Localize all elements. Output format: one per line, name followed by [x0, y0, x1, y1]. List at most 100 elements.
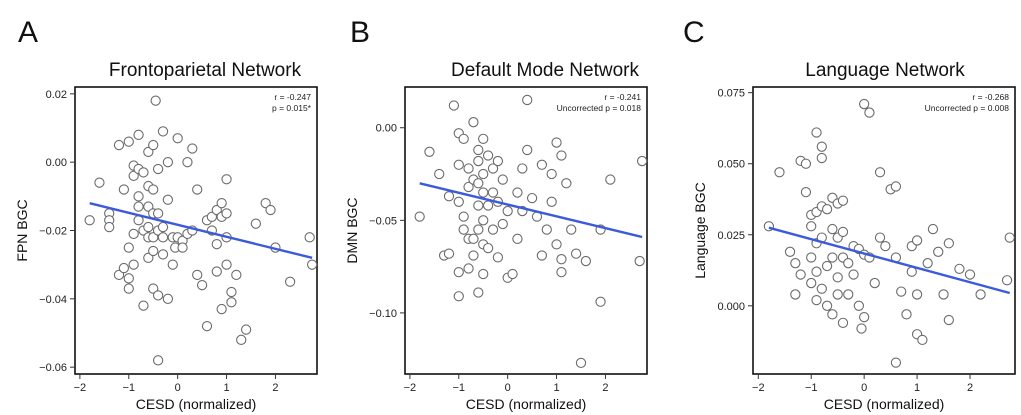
data-point	[911, 235, 923, 246]
data-point	[211, 266, 222, 277]
data-point	[526, 192, 538, 204]
data-point	[143, 201, 154, 212]
data-point	[240, 324, 252, 335]
y-tick-label: 0.000	[717, 301, 745, 313]
data-point	[546, 168, 557, 180]
data-point	[811, 294, 822, 306]
data-point	[143, 252, 154, 263]
x-tick-label: 2	[967, 382, 973, 394]
x-tick-label: −1	[805, 382, 818, 394]
data-point	[478, 133, 489, 144]
data-point	[148, 139, 159, 151]
data-point	[478, 268, 489, 280]
data-point	[561, 178, 572, 189]
y-tick-label: −0.05	[369, 215, 397, 227]
data-point	[211, 204, 222, 216]
data-point	[221, 174, 232, 185]
panel-letter: C	[683, 16, 705, 49]
data-point	[492, 155, 504, 167]
data-point	[1001, 275, 1013, 286]
data-point	[827, 223, 838, 235]
data-point	[123, 283, 134, 294]
data-point	[133, 129, 144, 140]
y-tick-label: −0.02	[39, 226, 67, 238]
data-point	[551, 239, 562, 250]
data-point	[143, 146, 154, 158]
data-point	[123, 273, 134, 284]
data-point	[869, 277, 880, 289]
data-point	[478, 187, 489, 198]
y-tick-label: −0.04	[39, 294, 67, 306]
data-point	[133, 191, 144, 202]
chart-title: Language Network	[805, 60, 965, 81]
data-point	[580, 255, 592, 267]
x-axis-label: CESD (normalized)	[824, 396, 945, 412]
data-point	[832, 272, 843, 283]
data-point	[938, 289, 949, 300]
y-axis-label: Language BGC	[692, 182, 708, 279]
data-point	[221, 208, 232, 219]
x-axis-label: CESD (normalized)	[466, 396, 587, 412]
data-point	[221, 259, 232, 270]
data-point	[128, 170, 139, 181]
fit-line	[89, 202, 313, 259]
data-point	[917, 334, 928, 346]
x-tick-label: −1	[453, 382, 466, 394]
panel-b: B Default Mode Network −2 −1 0 1 2 −0.10 −0.05 0.…	[344, 16, 648, 412]
data-point	[216, 198, 227, 209]
data-point	[250, 218, 262, 229]
y-tick-label: 0.025	[717, 230, 745, 242]
data-point	[522, 144, 533, 156]
data-point	[143, 221, 154, 233]
data-point	[463, 181, 474, 193]
data-point	[492, 252, 504, 263]
data-point	[453, 159, 464, 170]
data-point	[284, 276, 296, 287]
data-point	[473, 287, 484, 298]
data-point	[896, 286, 907, 297]
data-point	[901, 309, 912, 320]
data-point	[196, 280, 208, 291]
data-point	[880, 240, 891, 252]
y-axis-label: FPN BGC	[14, 199, 30, 261]
data-point	[816, 152, 827, 164]
data-point	[113, 139, 125, 151]
x-tick-label: −2	[752, 382, 765, 394]
data-point	[157, 232, 169, 243]
data-point	[138, 300, 149, 311]
data-point	[172, 133, 183, 144]
data-point	[856, 323, 867, 334]
chart-title: Frontoparietal Network	[109, 60, 302, 81]
data-point	[933, 246, 944, 257]
data-point	[507, 268, 518, 280]
data-point	[874, 167, 886, 178]
stats-annotation: r = -0.241	[604, 92, 641, 102]
data-point	[837, 317, 849, 329]
data-point	[414, 211, 425, 222]
data-point	[790, 289, 801, 300]
stats-annotation: p = 0.015*	[272, 103, 312, 113]
data-point	[497, 174, 508, 185]
data-point	[556, 267, 567, 278]
x-tick-label: 1	[553, 382, 559, 394]
data-point	[182, 157, 193, 168]
data-point	[265, 204, 276, 216]
data-point	[473, 224, 484, 235]
data-point	[943, 238, 954, 249]
data-point	[148, 232, 159, 243]
data-point	[468, 250, 479, 261]
data-point	[231, 269, 242, 281]
data-point	[226, 286, 237, 298]
data-point	[468, 117, 479, 128]
data-point	[304, 232, 315, 243]
data-point	[512, 233, 523, 244]
data-point	[187, 143, 198, 154]
data-point	[784, 246, 796, 257]
data-point	[890, 357, 902, 368]
data-point	[148, 184, 159, 195]
fit-line	[419, 182, 643, 239]
data-point	[575, 357, 587, 369]
data-point	[94, 177, 105, 188]
data-point	[821, 204, 833, 215]
